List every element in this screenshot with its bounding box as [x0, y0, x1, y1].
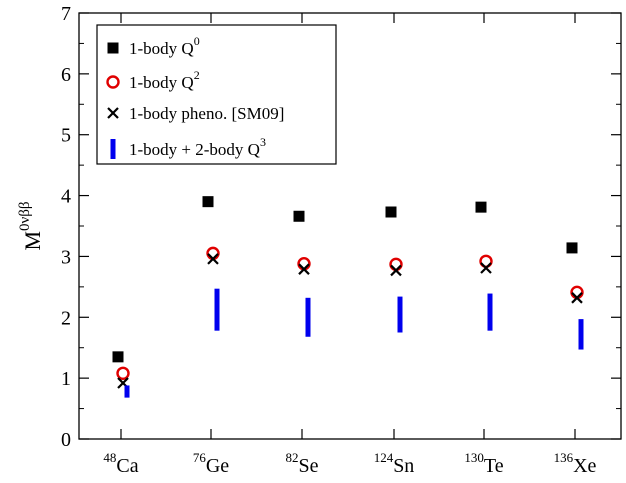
y-tick-label: 6 — [61, 64, 71, 86]
range-bar — [305, 297, 311, 337]
square-point — [385, 206, 397, 218]
legend-circle-marker — [106, 75, 120, 89]
cross-stroke — [107, 107, 119, 119]
legend-square-marker — [107, 42, 119, 54]
y-tick-label: 2 — [61, 307, 71, 329]
y-tick-label: 5 — [61, 125, 71, 147]
range-bar — [397, 296, 403, 333]
cross-point — [298, 263, 310, 275]
square-point — [202, 196, 214, 208]
legend-label-text: 1-body Q — [129, 73, 194, 92]
cross-point — [390, 264, 402, 277]
x-tick-label-element: Ca — [116, 455, 138, 477]
circle-point — [570, 285, 584, 300]
x-axis: 48Ca 76Ge 82Se 124Sn 130Te 136Xe — [103, 13, 597, 477]
cross-stroke — [390, 264, 402, 277]
cross-point — [207, 253, 219, 265]
data-marks — [112, 196, 584, 398]
circle-point — [206, 246, 220, 261]
x-tick-label: 130Te — [464, 450, 503, 477]
cross-point — [571, 292, 583, 304]
x-tick-label-element: Xe — [573, 455, 596, 477]
range-bar — [214, 288, 220, 331]
y-tick-label: 7 — [61, 3, 71, 25]
y-axis-label-sup: 0νββ — [17, 201, 33, 231]
square-point — [566, 242, 578, 254]
range-bar — [124, 385, 130, 398]
legend-label-text: 1-body pheno. [SM09] — [129, 104, 284, 123]
x-tick-label-mass: 136 — [554, 450, 574, 465]
x-tick-label: 124Sn — [374, 450, 415, 477]
cross-stroke — [298, 263, 310, 275]
y-axis-label: M0νββ — [17, 201, 45, 250]
y-tick-label: 3 — [61, 246, 71, 268]
legend-cross-marker — [107, 107, 119, 119]
cross-stroke — [480, 262, 492, 274]
cross-point — [480, 262, 492, 274]
circle-point — [389, 257, 403, 272]
cross-stroke — [207, 253, 219, 265]
x-tick-label-element: Sn — [393, 455, 414, 477]
cross-stroke — [117, 377, 129, 389]
legend-label-sup: 0 — [194, 34, 200, 48]
legend: 1-body Q01-body Q21-body pheno. [SM09]1-… — [96, 24, 337, 165]
x-tick-label-mass: 48 — [103, 450, 116, 465]
cross-stroke — [571, 292, 583, 304]
legend-range-marker — [110, 139, 116, 159]
circle-point — [116, 366, 130, 380]
x-tick-label-mass: 76 — [193, 450, 207, 465]
x-tick-label-element: Te — [484, 455, 504, 477]
square-point — [475, 201, 487, 213]
circle-point — [297, 257, 311, 271]
range-bar — [578, 319, 584, 350]
legend-box — [96, 24, 337, 165]
y-tick-label: 0 — [61, 429, 71, 451]
range-bar — [487, 293, 493, 331]
x-tick-label-element: Ge — [206, 455, 229, 477]
x-tick-label: 48Ca — [103, 450, 138, 477]
x-tick-label-mass: 124 — [374, 450, 394, 465]
legend-label: 1-body Q0 — [129, 34, 200, 58]
y-axis-label-base: M — [20, 231, 45, 251]
x-tick-label: 76Ge — [193, 450, 229, 477]
x-tick-label-mass: 130 — [464, 450, 484, 465]
x-tick-label: 136Xe — [554, 450, 597, 477]
x-tick-label-element: Se — [299, 455, 319, 477]
legend-label: 1-body pheno. [SM09] — [129, 104, 284, 123]
y-tick-label: 4 — [61, 186, 71, 208]
y-axis: 0 1 2 3 4 5 6 7 — [61, 3, 621, 451]
legend-label-text: 1-body + 2-body Q — [129, 140, 260, 159]
x-tick-label: 82Se — [286, 450, 319, 477]
legend-label: 1-body + 2-body Q3 — [129, 135, 266, 159]
legend-label-sup: 2 — [194, 68, 200, 82]
square-point — [112, 351, 124, 363]
legend-label-text: 1-body Q — [129, 39, 194, 58]
legend-label-sup: 3 — [260, 135, 266, 149]
square-point — [293, 210, 305, 222]
x-tick-label-mass: 82 — [286, 450, 299, 465]
legend-label: 1-body Q2 — [129, 68, 200, 92]
y-tick-label: 1 — [61, 368, 71, 390]
svg-text:M0νββ: M0νββ — [17, 201, 45, 250]
